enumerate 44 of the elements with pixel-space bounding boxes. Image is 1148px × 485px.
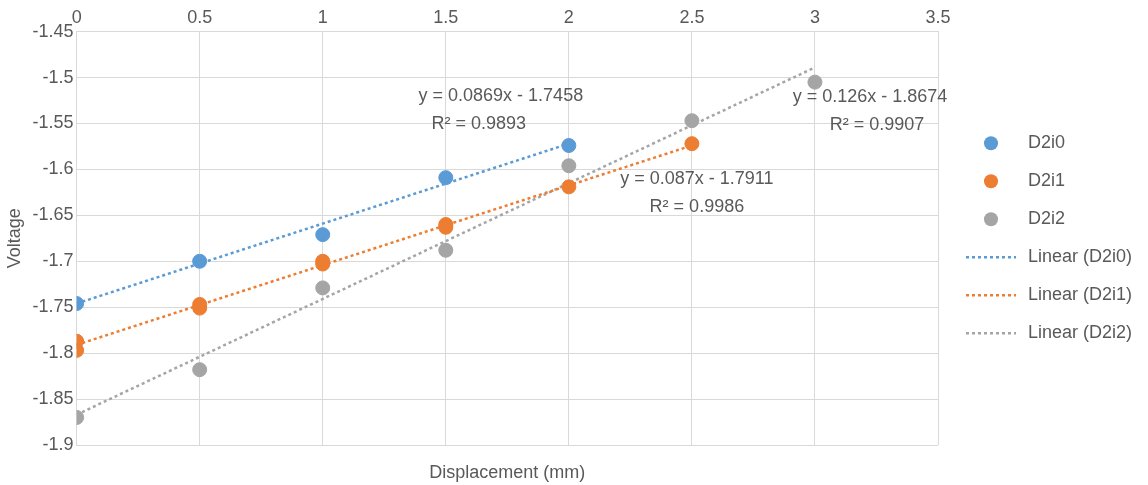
x-tick-label: 2.5: [679, 6, 705, 27]
legend-label: Linear (D2i0): [1028, 246, 1133, 267]
x-tick-label: 1.5: [433, 6, 459, 27]
annotation: y = 0.0869x - 1.7458: [418, 84, 584, 105]
y-tick-label: -1.65: [32, 204, 74, 225]
annotation: R² = 0.9893: [431, 112, 527, 133]
y-axis-title: Voltage: [3, 208, 24, 269]
point: [192, 362, 208, 378]
y-tick-label: -1.9: [42, 433, 74, 454]
point: [561, 179, 577, 195]
y-tick-label: -1.55: [32, 112, 74, 133]
legend-label: D2i0: [1028, 132, 1066, 153]
point: [438, 170, 454, 186]
x-tick-label: 3.5: [925, 6, 951, 27]
x-tick-label: 0.5: [187, 6, 213, 27]
legend-label: Linear (D2i1): [1028, 284, 1133, 305]
point: [315, 227, 331, 243]
annotation: R² = 0.9907: [829, 114, 925, 135]
point: [684, 113, 700, 129]
point: [192, 253, 208, 269]
point: [315, 280, 331, 296]
y-tick-label: -1.45: [32, 20, 74, 41]
x-tick-label: 0: [71, 6, 82, 27]
point: [684, 136, 700, 152]
x-tick-label: 2: [563, 6, 574, 27]
point: [807, 74, 823, 90]
x-axis-title: Displacement (mm): [429, 461, 586, 482]
point: [561, 138, 577, 154]
annotation: R² = 0.9986: [649, 196, 745, 217]
y-tick-label: -1.8: [42, 342, 74, 363]
point: [561, 158, 577, 174]
x-tick-label: 3: [809, 6, 820, 27]
annotation: y = 0.087x - 1.7911: [620, 168, 774, 189]
point: [438, 242, 454, 258]
legend-label: Linear (D2i2): [1028, 322, 1133, 343]
legend-label: D2i2: [1028, 208, 1066, 229]
y-tick-label: -1.5: [42, 66, 74, 87]
legend-label: D2i1: [1028, 170, 1066, 191]
x-tick-label: 1: [317, 6, 328, 27]
y-tick-label: -1.85: [32, 388, 74, 409]
y-tick-label: -1.6: [42, 158, 74, 179]
annotation: y = 0.126x - 1.8674: [792, 86, 948, 107]
y-tick-label: -1.7: [42, 250, 74, 271]
y-tick-label: -1.75: [32, 296, 74, 317]
